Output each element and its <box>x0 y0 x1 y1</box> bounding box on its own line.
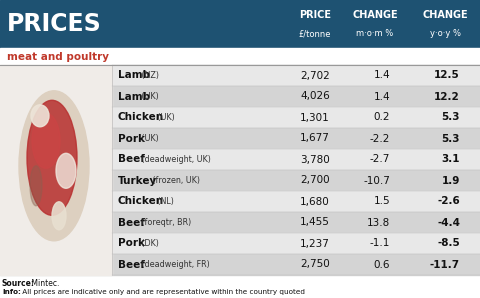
Text: (frozen, UK): (frozen, UK) <box>150 176 200 185</box>
Text: 13.8: 13.8 <box>367 218 390 227</box>
Text: 1.4: 1.4 <box>373 71 390 80</box>
Text: (foreqtr, BR): (foreqtr, BR) <box>139 218 192 227</box>
Text: -11.7: -11.7 <box>430 260 460 269</box>
Bar <box>0 170 480 191</box>
Text: 0.6: 0.6 <box>373 260 390 269</box>
Text: Info:: Info: <box>2 289 21 295</box>
Text: 1,680: 1,680 <box>300 196 330 207</box>
Text: 12.2: 12.2 <box>434 91 460 102</box>
Text: CHANGE: CHANGE <box>422 10 468 20</box>
Text: 2,750: 2,750 <box>300 260 330 269</box>
Text: Chicken: Chicken <box>118 196 164 207</box>
Text: meat and poultry: meat and poultry <box>7 52 109 61</box>
Ellipse shape <box>30 166 42 206</box>
Text: 1.4: 1.4 <box>373 91 390 102</box>
Text: 2,700: 2,700 <box>300 176 330 185</box>
Bar <box>0 65 480 86</box>
Text: PRICE: PRICE <box>299 10 331 20</box>
Text: PRICES: PRICES <box>7 12 102 36</box>
Text: -10.7: -10.7 <box>363 176 390 185</box>
Text: 1.5: 1.5 <box>373 196 390 207</box>
Bar <box>0 65 112 275</box>
Ellipse shape <box>56 153 76 188</box>
Text: Lamb: Lamb <box>118 71 150 80</box>
Text: (deadweight, UK): (deadweight, UK) <box>139 155 211 164</box>
Text: 5.3: 5.3 <box>442 113 460 122</box>
Ellipse shape <box>52 202 66 230</box>
Text: Pork: Pork <box>118 134 145 144</box>
Bar <box>0 212 480 233</box>
Text: -4.4: -4.4 <box>437 218 460 227</box>
Text: m·o·m %: m·o·m % <box>356 29 394 38</box>
Text: CHANGE: CHANGE <box>352 10 398 20</box>
Text: 3.1: 3.1 <box>442 154 460 164</box>
Bar <box>0 191 480 212</box>
Text: All prices are indicative only and are representative within the country quoted: All prices are indicative only and are r… <box>20 289 305 295</box>
Ellipse shape <box>27 100 77 215</box>
Text: (UK): (UK) <box>139 92 159 101</box>
Ellipse shape <box>19 91 89 241</box>
Text: 2,702: 2,702 <box>300 71 330 80</box>
Text: 0.2: 0.2 <box>373 113 390 122</box>
Ellipse shape <box>32 113 60 168</box>
Text: Turkey: Turkey <box>118 176 157 185</box>
Text: Chicken: Chicken <box>118 113 164 122</box>
Text: 3,780: 3,780 <box>300 154 330 164</box>
Text: -8.5: -8.5 <box>437 238 460 249</box>
Text: Lamb: Lamb <box>118 91 150 102</box>
Bar <box>0 128 480 149</box>
Text: Mintec.: Mintec. <box>29 279 60 288</box>
Bar <box>0 107 480 128</box>
Bar <box>0 233 480 254</box>
Text: Beef: Beef <box>118 218 145 227</box>
Text: -1.1: -1.1 <box>370 238 390 249</box>
Text: (deadweight, FR): (deadweight, FR) <box>139 260 210 269</box>
Text: Beef: Beef <box>118 260 145 269</box>
Text: Beef: Beef <box>118 154 145 164</box>
Text: Source:: Source: <box>2 279 35 288</box>
Text: (DK): (DK) <box>139 239 159 248</box>
Text: 1,237: 1,237 <box>300 238 330 249</box>
Text: -2.6: -2.6 <box>437 196 460 207</box>
Text: 12.5: 12.5 <box>434 71 460 80</box>
Text: 5.3: 5.3 <box>442 134 460 144</box>
Text: (UK): (UK) <box>139 134 159 143</box>
Text: (NL): (NL) <box>155 197 174 206</box>
Text: 1,301: 1,301 <box>300 113 330 122</box>
Bar <box>0 149 480 170</box>
Text: Pork: Pork <box>118 238 145 249</box>
Ellipse shape <box>31 105 49 127</box>
Text: 1,677: 1,677 <box>300 134 330 144</box>
Bar <box>0 86 480 107</box>
Text: 4,026: 4,026 <box>300 91 330 102</box>
Text: -2.2: -2.2 <box>370 134 390 144</box>
Text: y·o·y %: y·o·y % <box>430 29 460 38</box>
Text: -2.7: -2.7 <box>370 154 390 164</box>
Text: (UK): (UK) <box>155 113 175 122</box>
Bar <box>0 254 480 275</box>
Text: 1.9: 1.9 <box>442 176 460 185</box>
Bar <box>0 0 480 48</box>
Text: (NZ): (NZ) <box>139 71 159 80</box>
Text: £/tonne: £/tonne <box>299 29 331 38</box>
Bar <box>0 48 480 65</box>
Text: 1,455: 1,455 <box>300 218 330 227</box>
